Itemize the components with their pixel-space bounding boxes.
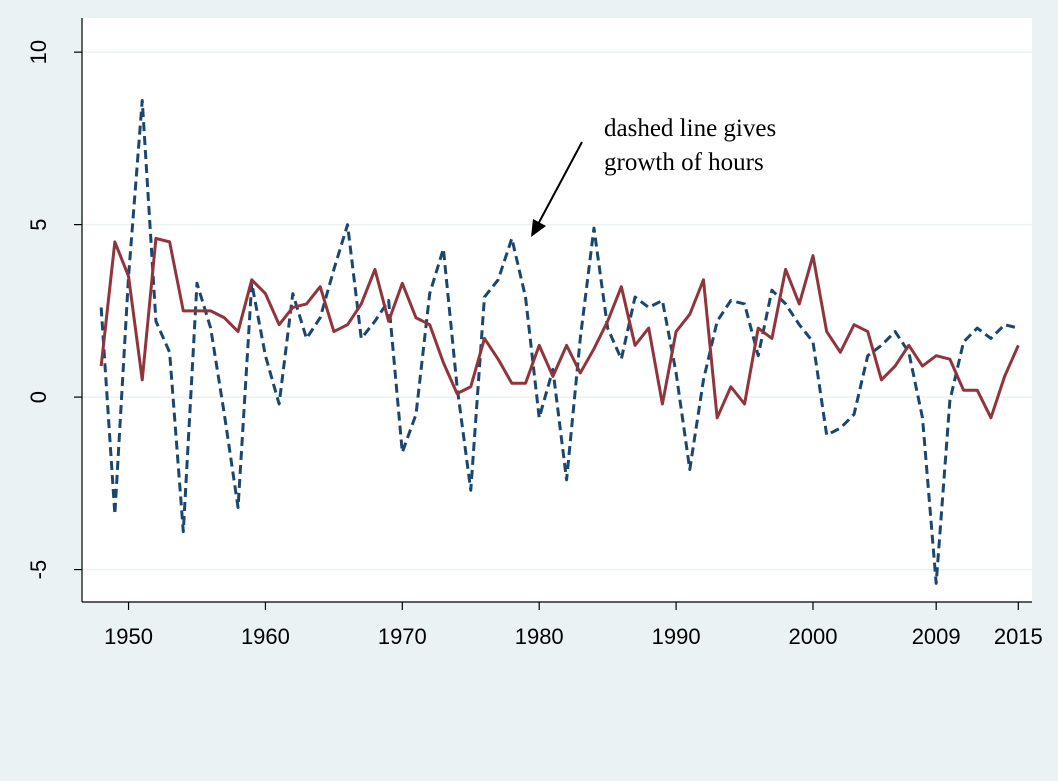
- x-tick-label: 2000: [789, 624, 838, 649]
- plot-area: [82, 18, 1032, 602]
- arrow-head: [531, 219, 546, 237]
- series-line: [99, 98, 1019, 585]
- x-tick-label: 1980: [515, 624, 564, 649]
- y-tick-label: 0: [26, 391, 51, 403]
- lines: [99, 98, 1020, 585]
- annotation: growth of hours: [604, 149, 764, 176]
- y-tick-label: 5: [26, 218, 51, 230]
- x-tick-label: 1950: [104, 624, 153, 649]
- x-tick-label: 2009: [912, 624, 961, 649]
- series-line: [99, 236, 1020, 420]
- x-tick-label: 1970: [378, 624, 427, 649]
- y-tick-label: 10: [26, 40, 51, 64]
- x-tick-label: 2015: [994, 624, 1043, 649]
- arrow: [535, 141, 583, 229]
- y-tick-label: -5: [26, 560, 51, 580]
- x-tick-label: 1960: [241, 624, 290, 649]
- x-tick-label: 1990: [652, 624, 701, 649]
- annotation: dashed line gives: [604, 115, 776, 142]
